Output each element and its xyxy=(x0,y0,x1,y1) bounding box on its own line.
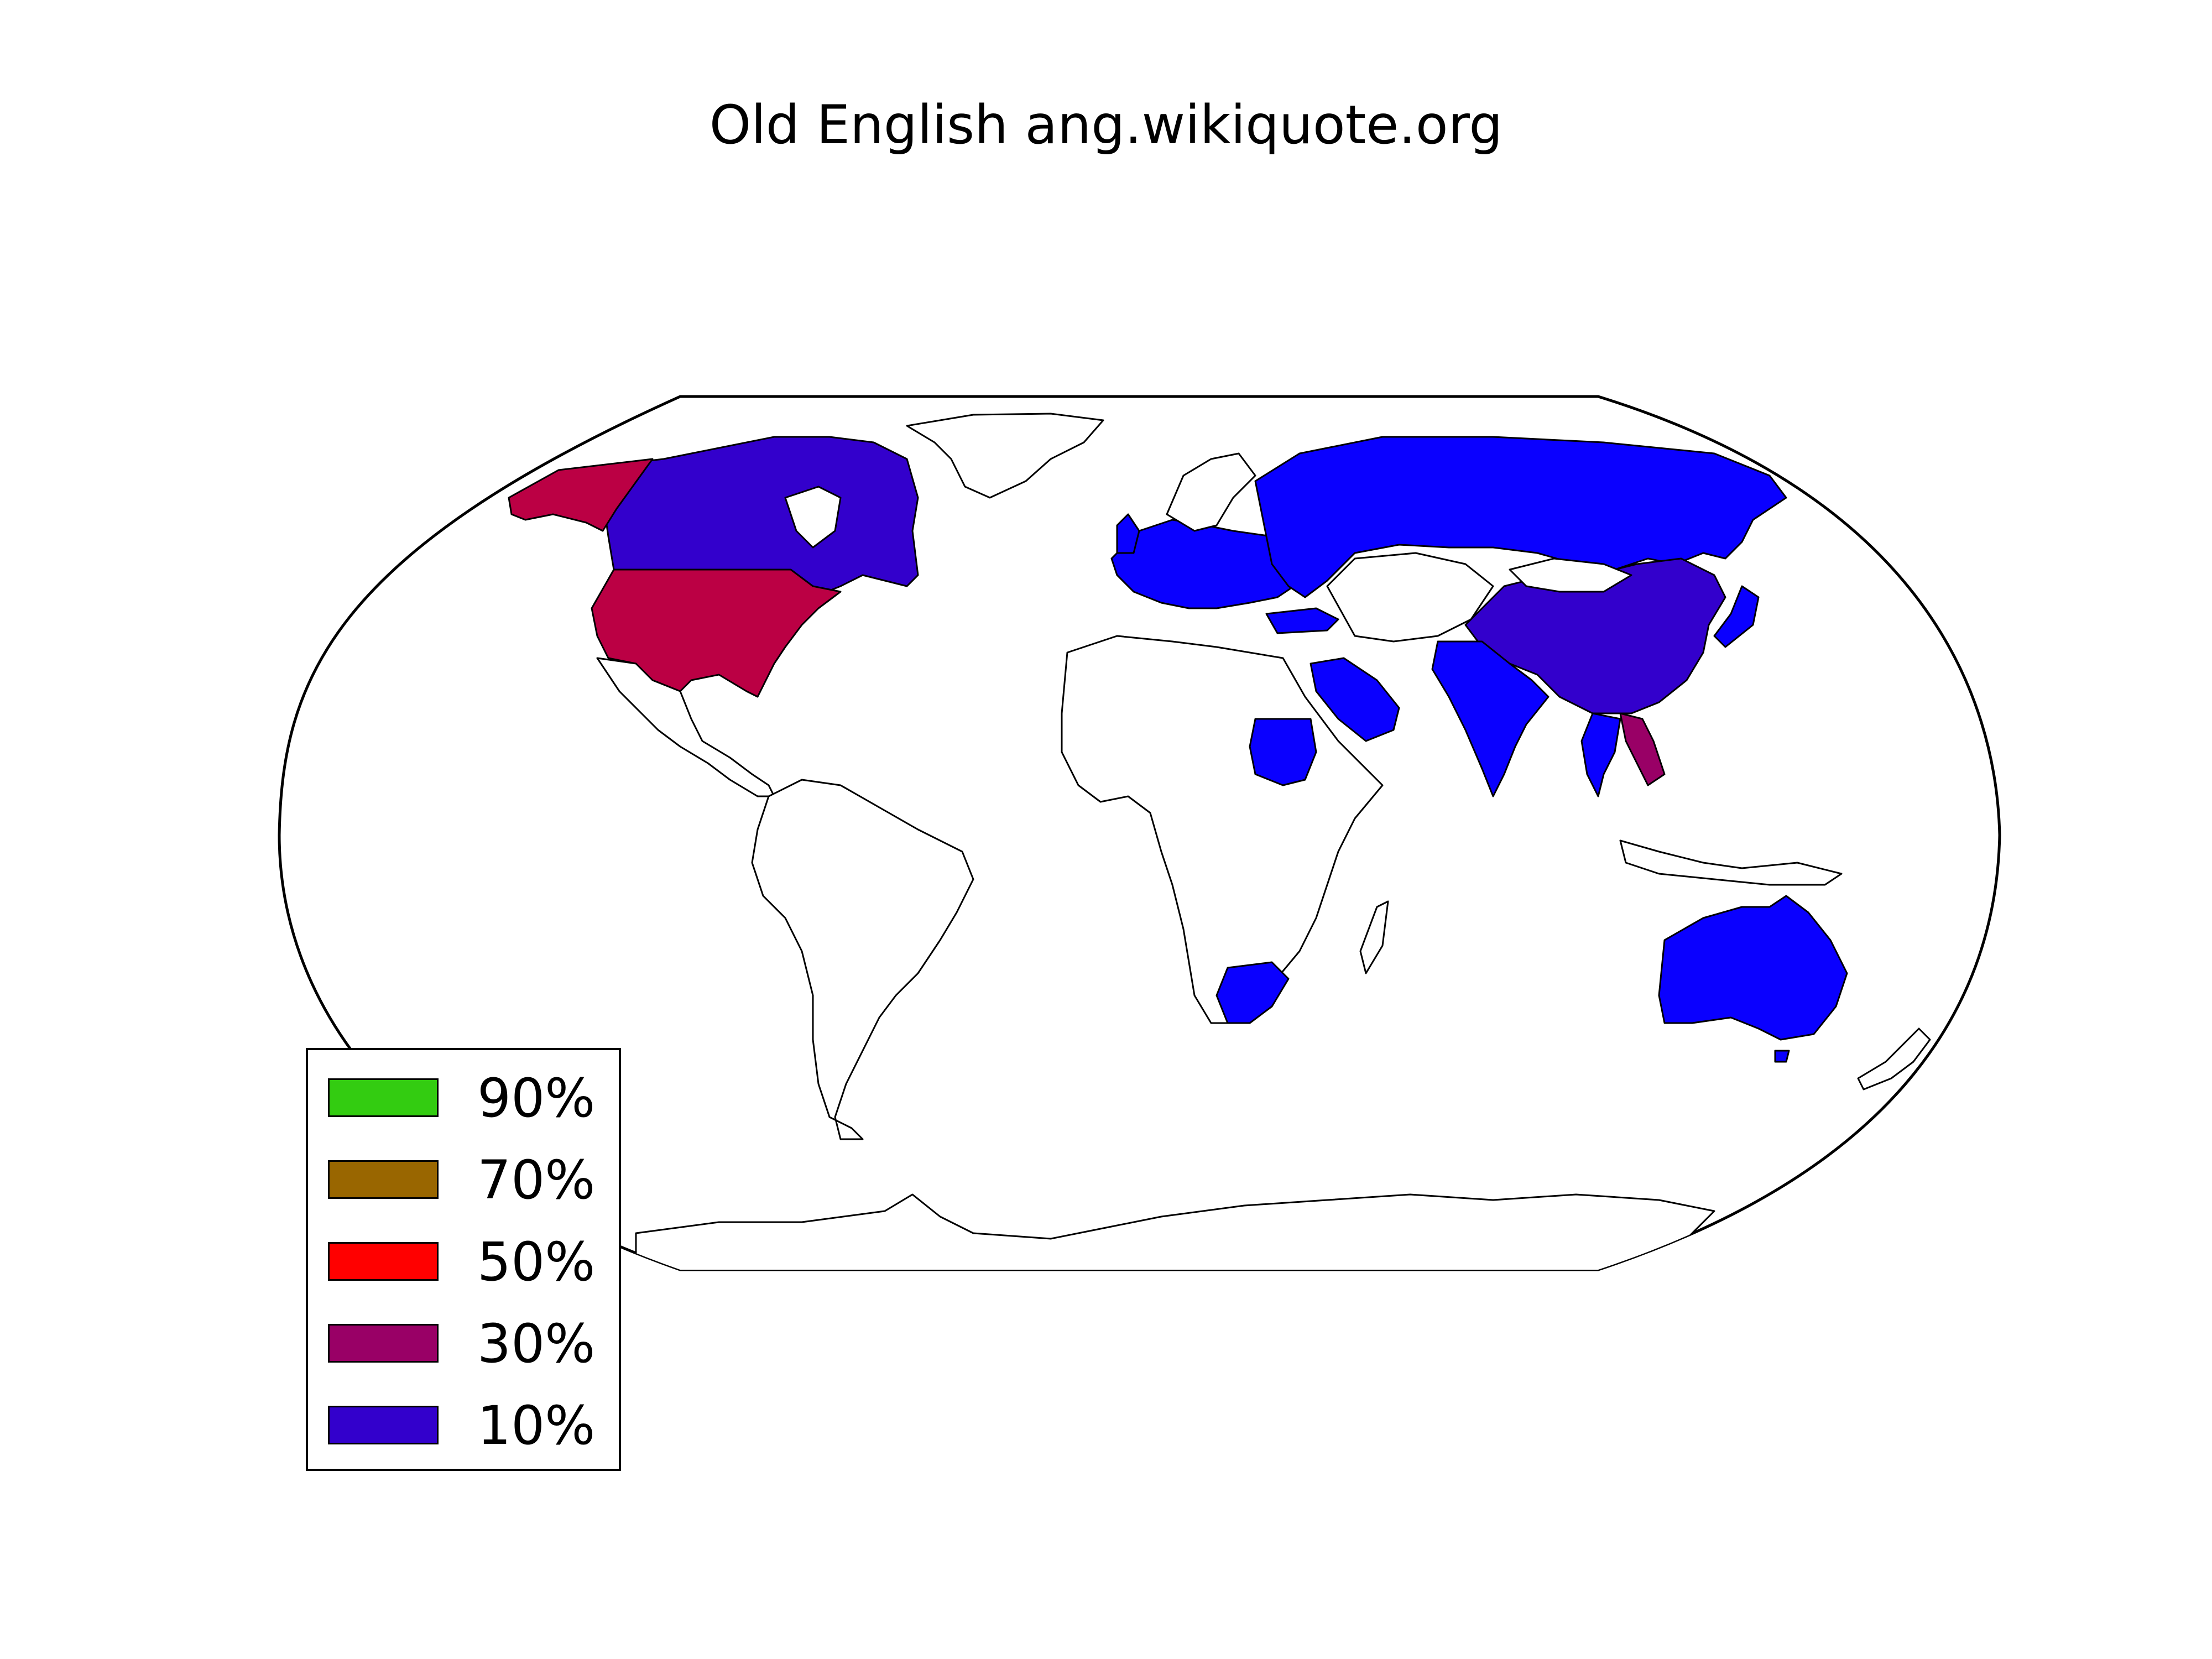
new-zealand xyxy=(1857,1027,1931,1091)
usa xyxy=(591,568,842,698)
legend-item-70: 70% xyxy=(328,1152,615,1208)
legend-label: 70% xyxy=(477,1149,596,1211)
legend-label: 50% xyxy=(477,1231,596,1293)
legend-swatch xyxy=(328,1406,439,1444)
legend-swatch xyxy=(328,1324,439,1363)
legend-label: 10% xyxy=(477,1395,596,1457)
japan xyxy=(1713,585,1760,648)
mongolia xyxy=(1509,557,1632,593)
legend-label: 90% xyxy=(477,1067,596,1129)
legend-swatch xyxy=(328,1078,439,1117)
uk xyxy=(1116,513,1140,554)
legend-swatch xyxy=(328,1242,439,1281)
saudi-arabia xyxy=(1310,657,1400,742)
sudan xyxy=(1249,718,1317,786)
tasmania xyxy=(1774,1050,1790,1063)
thailand xyxy=(1580,712,1621,797)
australia xyxy=(1658,895,1848,1041)
mexico xyxy=(596,657,775,797)
madagascar xyxy=(1359,900,1389,974)
alaska xyxy=(508,458,654,532)
vietnam xyxy=(1619,712,1666,786)
scandinavia xyxy=(1166,452,1256,532)
hudson-bay xyxy=(784,486,842,549)
turkey xyxy=(1265,607,1339,634)
greenland xyxy=(906,413,1104,499)
legend-swatch xyxy=(328,1160,439,1199)
legend-item-30: 30% xyxy=(328,1316,615,1371)
legend-item-50: 50% xyxy=(328,1234,615,1290)
legend-label: 30% xyxy=(477,1313,596,1375)
south-america xyxy=(751,779,974,1140)
india xyxy=(1431,640,1550,797)
map-title: Old English ang.wikiquote.org xyxy=(709,94,1503,156)
legend-item-90: 90% xyxy=(328,1071,615,1126)
indonesia xyxy=(1619,839,1843,886)
map-legend: 90% 70% 50% 30% 10% xyxy=(306,1048,621,1471)
south-africa xyxy=(1215,961,1290,1024)
middle-east xyxy=(1326,552,1494,643)
legend-item-10: 10% xyxy=(328,1398,615,1453)
